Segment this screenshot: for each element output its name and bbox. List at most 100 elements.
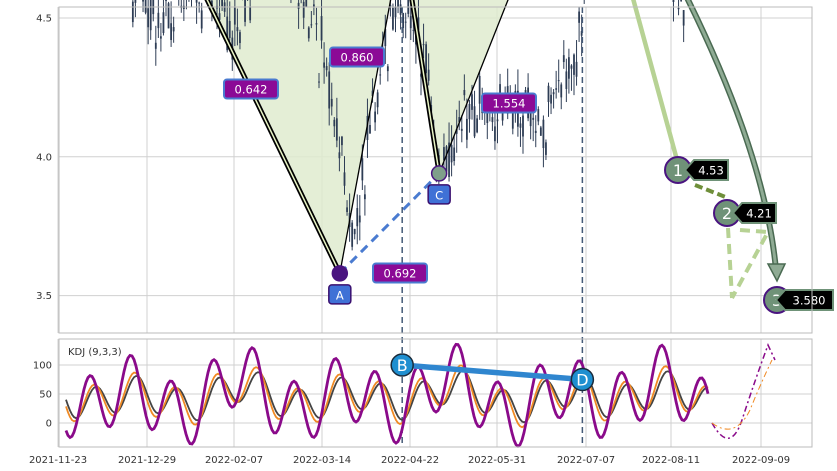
target-value-box bbox=[774, 289, 834, 311]
candle-body bbox=[448, 142, 450, 177]
candle-body bbox=[570, 65, 573, 69]
candle-body bbox=[677, 7, 680, 10]
point-label-c: C bbox=[435, 188, 443, 202]
projection-arrowhead bbox=[766, 263, 787, 283]
candle-body bbox=[374, 111, 376, 123]
candle-body bbox=[369, 125, 371, 134]
candle-body bbox=[397, 0, 399, 8]
candle-body bbox=[578, 11, 580, 23]
candle-body bbox=[233, 7, 236, 25]
candle-body bbox=[476, 118, 478, 133]
target-value: 3.580 bbox=[793, 294, 826, 308]
pattern-lines bbox=[204, 0, 584, 447]
price-panel-frame bbox=[58, 6, 813, 334]
x-tick-label: 2021-12-29 bbox=[118, 455, 176, 466]
candle-body bbox=[310, 24, 313, 26]
price-y-tick-label: 4.5 bbox=[36, 13, 52, 24]
candle-body bbox=[320, 16, 323, 41]
candle-body bbox=[443, 147, 445, 161]
candle-body bbox=[529, 104, 532, 127]
ratio-label: 1.554 bbox=[493, 97, 526, 111]
projection-line-3 bbox=[726, 227, 772, 299]
candle-body bbox=[672, 0, 675, 2]
candle-body bbox=[552, 92, 555, 95]
candle-body bbox=[356, 208, 359, 227]
x-tick-label: 2022-09-09 bbox=[732, 455, 790, 466]
leg-ab bbox=[339, 0, 392, 274]
panel-frames bbox=[58, 6, 813, 448]
candle-body bbox=[384, 28, 387, 47]
candle-body bbox=[534, 130, 537, 133]
candle-body bbox=[353, 228, 356, 235]
candle-body bbox=[557, 80, 560, 82]
kdj-title: KDJ (9,3,3) bbox=[68, 347, 122, 358]
candle-body bbox=[297, 2, 300, 9]
candle-body bbox=[682, 10, 685, 26]
kdj-panel-frame bbox=[58, 338, 813, 448]
candle-body bbox=[478, 75, 481, 104]
kdj-projection-d bbox=[711, 359, 773, 430]
candle-body bbox=[565, 71, 568, 89]
candle-body bbox=[315, 23, 318, 25]
leg-xa-inner bbox=[206, 0, 341, 274]
leg-cd bbox=[438, 0, 509, 174]
candle-body bbox=[364, 194, 366, 200]
candle-body bbox=[198, 2, 201, 4]
candle-body bbox=[325, 66, 328, 71]
candle-body bbox=[458, 117, 461, 123]
candle-body bbox=[473, 106, 476, 137]
candle-body bbox=[323, 62, 325, 68]
target-value: 4.53 bbox=[698, 164, 724, 178]
x-tick-label: 2022-05-31 bbox=[468, 455, 526, 466]
candle-body bbox=[154, 42, 157, 49]
candle-body bbox=[165, 0, 167, 1]
x-tick-label: 2022-07-07 bbox=[557, 455, 615, 466]
price-panel-grid bbox=[57, 7, 812, 333]
candle-body bbox=[420, 73, 422, 77]
target-value-box bbox=[683, 159, 729, 181]
candle-body bbox=[218, 13, 221, 20]
candle-body bbox=[244, 0, 246, 22]
kdj-point-marker bbox=[570, 367, 595, 392]
candle-body bbox=[249, 7, 252, 21]
candle-body bbox=[468, 103, 471, 120]
ratio-label-box bbox=[481, 92, 537, 114]
candle-body bbox=[330, 98, 333, 107]
candle-body bbox=[307, 27, 310, 39]
candle-body bbox=[550, 94, 552, 104]
x-tick-label: 2022-08-11 bbox=[642, 455, 700, 466]
candle-body bbox=[305, 0, 308, 7]
candle-body bbox=[560, 84, 563, 98]
target-label: 2 bbox=[722, 204, 732, 223]
kdj-lines bbox=[64, 342, 776, 448]
point-label-a: A bbox=[336, 288, 344, 302]
kdj-point-marker bbox=[390, 353, 414, 377]
candle-body bbox=[333, 119, 336, 127]
target-label: 1 bbox=[673, 161, 683, 180]
candle-body bbox=[417, 17, 420, 30]
candle-body bbox=[402, 13, 405, 29]
candle-body bbox=[409, 15, 412, 29]
candle-body bbox=[221, 0, 223, 7]
target-value-box bbox=[731, 202, 777, 224]
candle-body bbox=[335, 118, 338, 141]
kdj-projection-j bbox=[711, 343, 776, 439]
axis-tick-labels: 2021-11-23 2021-12-29 2022-02-07 2022-03-14… bbox=[29, 13, 790, 466]
x-tick-label: 2022-04-22 bbox=[381, 455, 439, 466]
candle-body bbox=[399, 4, 402, 15]
ratio-label: 0.860 bbox=[341, 51, 374, 65]
candle-body bbox=[394, 6, 397, 18]
candle-body bbox=[160, 36, 162, 39]
candle-body bbox=[358, 215, 361, 223]
candle-body bbox=[680, 0, 682, 1]
ratio-label-box bbox=[372, 262, 428, 284]
candle-body bbox=[134, 0, 137, 3]
candle-body bbox=[491, 117, 494, 123]
candle-body bbox=[496, 119, 499, 122]
ratio-label-box bbox=[329, 46, 385, 68]
candle-body bbox=[494, 126, 496, 142]
kdj-y-tick-label: 0 bbox=[46, 419, 52, 430]
candle-body bbox=[167, 3, 170, 29]
candle-body bbox=[575, 61, 578, 77]
pattern-point-marker bbox=[331, 265, 349, 282]
